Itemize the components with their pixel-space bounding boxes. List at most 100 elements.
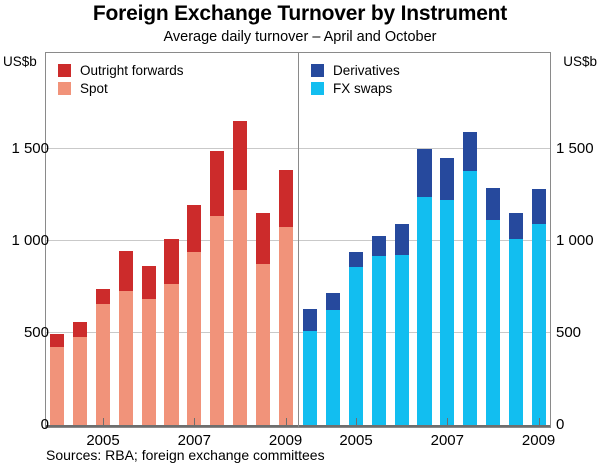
x-axis-baseline [299, 425, 550, 427]
legend-swatch-spot [58, 82, 71, 95]
x-axis-tick [194, 418, 196, 425]
x-axis-label-right-2005: 2005 [339, 432, 373, 449]
bar-left-2 [95, 288, 111, 425]
x-axis-tick [356, 418, 358, 425]
bar-right-6 [440, 158, 455, 425]
x-axis-label-left-2005: 2005 [86, 432, 120, 449]
x-axis-label-left-2009: 2009 [268, 432, 303, 449]
legend-left: Outright forwards Spot [58, 62, 184, 98]
bar-left-6 [187, 205, 202, 425]
bar-segment-spot [278, 227, 293, 425]
legend-item-label: FX swaps [333, 81, 393, 96]
bar-segment-derivatives [348, 252, 364, 267]
legend-item: Spot [58, 80, 184, 97]
bar-segment-fx-swaps [531, 224, 546, 425]
bar-segment-derivatives [394, 223, 409, 255]
y-axis-label-right-0: 0 [556, 416, 565, 433]
bar-segment-derivatives [440, 158, 455, 200]
bar-left-8 [232, 121, 248, 425]
x-axis-label-right-2009: 2009 [521, 432, 556, 449]
legend-item: Derivatives [311, 62, 400, 79]
bar-segment-outright-forwards [232, 121, 248, 191]
y-axis-label-right-1500: 1 500 [556, 140, 594, 157]
bar-right-7 [463, 132, 478, 425]
plot-area-right [299, 53, 550, 427]
legend-item-label: Spot [80, 81, 108, 96]
bar-segment-derivatives [463, 132, 478, 172]
x-axis-tick [447, 418, 449, 425]
bar-segment-spot [118, 290, 133, 425]
bar-segment-spot [141, 298, 156, 425]
bar-segment-outright-forwards [50, 333, 65, 347]
y-axis-label-left-1500: 1 500 [11, 140, 49, 157]
bar-segment-outright-forwards [73, 321, 88, 337]
bar-left-1 [73, 321, 88, 425]
x-axis-baseline [46, 425, 298, 427]
bar-right-9 [508, 213, 523, 425]
bar-segment-spot [73, 336, 88, 425]
bar-segment-derivatives [508, 213, 523, 240]
bar-left-9 [255, 213, 270, 425]
plot-panel-left [45, 52, 298, 428]
bar-left-5 [164, 239, 179, 425]
bar-segment-derivatives [326, 292, 341, 310]
bar-segment-spot [255, 264, 270, 425]
bar-segment-fx-swaps [417, 196, 432, 425]
legend-item: Outright forwards [58, 62, 184, 79]
bar-segment-derivatives [485, 187, 501, 220]
y-axis-label-right-500: 500 [556, 324, 582, 341]
bar-segment-fx-swaps [508, 239, 523, 425]
bar-segment-outright-forwards [95, 288, 111, 304]
bar-segment-spot [50, 346, 65, 425]
bar-right-1 [326, 292, 341, 425]
legend-item-label: Outright forwards [80, 63, 184, 78]
bar-segment-outright-forwards [187, 205, 202, 253]
bar-segment-derivatives [417, 149, 432, 197]
bar-segment-outright-forwards [164, 239, 179, 285]
bar-segment-outright-forwards [278, 170, 293, 228]
y-axis-label-right-1000: 1 000 [556, 232, 594, 249]
x-axis-tick [103, 418, 105, 425]
bar-segment-fx-swaps [394, 254, 409, 425]
bar-segment-outright-forwards [210, 150, 225, 217]
x-axis-tick [285, 418, 287, 425]
y-axis-label-left-500: 500 [23, 324, 49, 341]
bar-segment-derivatives [371, 235, 386, 256]
bar-right-10 [531, 188, 546, 425]
bar-segment-fx-swaps [440, 199, 455, 425]
plot-area-left [46, 53, 298, 427]
bar-segment-fx-swaps [348, 266, 364, 425]
bar-segment-spot [164, 284, 179, 425]
bar-segment-outright-forwards [255, 213, 270, 264]
bar-right-0 [303, 309, 318, 425]
x-axis-label-right-2007: 2007 [430, 432, 464, 449]
bar-segment-fx-swaps [326, 310, 341, 425]
bar-left-7 [210, 150, 225, 425]
x-axis-tick [538, 418, 540, 425]
bar-segment-fx-swaps [303, 331, 318, 425]
bar-segment-fx-swaps [485, 219, 501, 425]
y-axis-label-left-1000: 1 000 [11, 232, 49, 249]
bar-segment-spot [232, 190, 248, 425]
bar-segment-spot [210, 216, 225, 425]
gridline [299, 148, 550, 149]
bar-right-2 [348, 252, 364, 425]
y-axis-label-left-0: 0 [40, 416, 49, 433]
bar-segment-outright-forwards [118, 251, 133, 291]
legend-swatch-fx-swaps [311, 82, 324, 95]
bar-segment-derivatives [303, 309, 318, 332]
bar-segment-outright-forwards [141, 265, 156, 299]
legend-swatch-derivatives [311, 64, 324, 77]
bar-left-10 [278, 170, 293, 425]
source-note: Sources: RBA; foreign exchange committee… [46, 447, 325, 463]
y-axis-unit-left: US$b [3, 54, 37, 69]
chart-title: Foreign Exchange Turnover by Instrument [92, 2, 508, 25]
bar-right-8 [485, 187, 501, 425]
legend-swatch-outright-forwards [58, 64, 71, 77]
bar-segment-derivatives [531, 188, 546, 225]
bar-segment-spot [95, 303, 111, 425]
chart-subtitle: Average daily turnover – April and Octob… [163, 29, 437, 45]
bar-left-4 [141, 265, 156, 425]
plot-panel-right [298, 52, 551, 428]
